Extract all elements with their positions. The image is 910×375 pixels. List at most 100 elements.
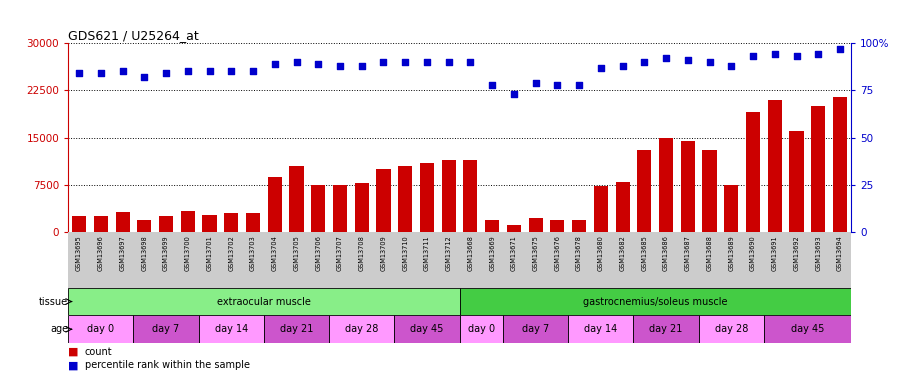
Text: day 7: day 7 (522, 324, 550, 334)
Text: day 28: day 28 (714, 324, 748, 334)
Bar (289, 166, 304, 232)
Bar (181, 211, 195, 232)
Text: percentile rank within the sample: percentile rank within the sample (85, 360, 249, 370)
Text: GDS621 / U25264_at: GDS621 / U25264_at (68, 29, 199, 42)
Text: day 21: day 21 (279, 324, 313, 334)
Bar (746, 112, 760, 232)
Point (463, 59, 478, 65)
Bar (72, 216, 86, 232)
Point (571, 82, 586, 88)
Point (420, 59, 434, 65)
Text: GSM13709: GSM13709 (380, 235, 387, 271)
Text: day 7: day 7 (153, 324, 179, 334)
Text: GSM13685: GSM13685 (642, 235, 647, 271)
Point (311, 61, 326, 67)
Text: GSM13701: GSM13701 (207, 235, 213, 271)
Text: GSM13669: GSM13669 (490, 235, 495, 271)
Point (398, 59, 412, 65)
Bar (768, 100, 782, 232)
Bar (659, 138, 673, 232)
Text: GSM13694: GSM13694 (837, 235, 843, 271)
Bar (68, 288, 460, 315)
Point (767, 51, 782, 57)
Point (789, 53, 804, 59)
Point (202, 69, 217, 75)
Text: GSM13668: GSM13668 (468, 235, 473, 271)
Bar (116, 212, 129, 232)
Text: ■: ■ (68, 360, 79, 370)
Point (268, 61, 282, 67)
Bar (264, 315, 329, 343)
Text: day 28: day 28 (345, 324, 379, 334)
Point (637, 59, 652, 65)
Bar (329, 315, 394, 343)
Bar (246, 213, 260, 232)
Text: day 45: day 45 (410, 324, 444, 334)
Text: GSM13687: GSM13687 (685, 235, 691, 271)
Bar (790, 131, 804, 232)
Point (593, 65, 608, 71)
Bar (441, 160, 456, 232)
Text: age: age (50, 324, 68, 334)
Text: extraocular muscle: extraocular muscle (217, 297, 311, 306)
Point (659, 55, 673, 61)
Text: day 45: day 45 (791, 324, 824, 334)
Bar (68, 315, 134, 343)
Bar (615, 182, 630, 232)
Bar (420, 163, 434, 232)
Point (703, 59, 717, 65)
Point (158, 70, 173, 76)
Text: GSM13693: GSM13693 (815, 235, 821, 271)
Point (137, 74, 152, 80)
Text: GSM13678: GSM13678 (576, 235, 582, 271)
Point (615, 63, 630, 69)
Text: GSM13700: GSM13700 (185, 235, 191, 271)
Point (811, 51, 825, 57)
Point (116, 69, 130, 75)
Point (94, 70, 108, 76)
Bar (833, 97, 847, 232)
Bar (568, 315, 633, 343)
Text: GSM13704: GSM13704 (272, 235, 278, 271)
Bar (463, 160, 478, 232)
Bar (134, 315, 198, 343)
Point (224, 69, 238, 75)
Bar (703, 150, 716, 232)
Point (681, 57, 695, 63)
Point (507, 91, 521, 97)
Text: GSM13697: GSM13697 (119, 235, 126, 271)
Text: GSM13686: GSM13686 (663, 235, 669, 271)
Bar (203, 214, 217, 232)
Point (441, 59, 456, 65)
Bar (572, 220, 586, 232)
Bar (699, 315, 763, 343)
Bar (681, 141, 695, 232)
Bar (137, 220, 151, 232)
Point (246, 69, 260, 75)
Text: day 14: day 14 (215, 324, 248, 334)
Text: GSM13671: GSM13671 (511, 235, 517, 271)
Text: GSM13702: GSM13702 (228, 235, 234, 271)
Text: ■: ■ (68, 347, 79, 357)
Text: GSM13711: GSM13711 (424, 235, 430, 271)
Text: GSM13695: GSM13695 (76, 235, 82, 271)
Text: day 0: day 0 (87, 324, 115, 334)
Text: GSM13692: GSM13692 (794, 235, 800, 271)
Point (550, 82, 564, 88)
Text: GSM13707: GSM13707 (337, 235, 343, 271)
Bar (399, 166, 412, 232)
Bar (159, 216, 173, 232)
Bar (763, 315, 851, 343)
Point (289, 59, 304, 65)
Text: GSM13691: GSM13691 (772, 235, 778, 271)
Text: GSM13712: GSM13712 (446, 235, 451, 271)
Bar (198, 315, 264, 343)
Text: day 21: day 21 (650, 324, 682, 334)
Bar (224, 213, 238, 232)
Text: GSM13699: GSM13699 (163, 235, 169, 271)
Point (529, 80, 543, 86)
Bar (94, 216, 108, 232)
Text: count: count (85, 347, 112, 357)
Text: GSM13698: GSM13698 (141, 235, 147, 271)
Text: gastrocnemius/soleus muscle: gastrocnemius/soleus muscle (583, 297, 727, 306)
